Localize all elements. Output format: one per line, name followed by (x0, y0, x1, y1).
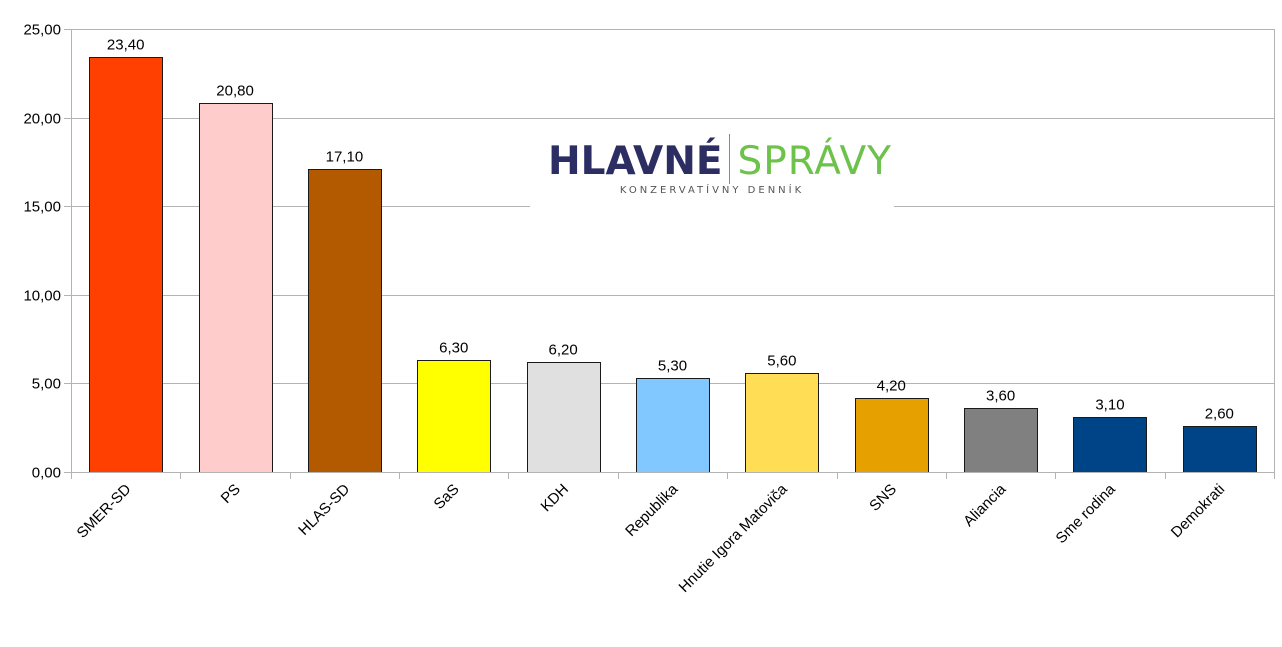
x-tick-label: PS (218, 481, 244, 507)
y-tick-label: 5,00 (32, 376, 61, 393)
x-tick-label: Republika (622, 480, 682, 540)
bar-value-label: 20,80 (216, 83, 254, 100)
bar-value-label: 2,60 (1205, 406, 1234, 423)
value-labels: 23,40 20,80 17,10 6,30 6,20 5,30 5,60 4,20 3,60 3… (107, 37, 1234, 423)
bar (1073, 417, 1147, 473)
hlavne-spravy-logo: HLAVNÉ SPRÁVY KONZERVATÍVNY DENNÍK (530, 122, 894, 208)
bar-value-label: 4,20 (877, 378, 906, 395)
bar-value-label: 6,20 (549, 342, 578, 359)
bars (89, 57, 1257, 473)
bar (527, 362, 601, 473)
bar-value-label: 17,10 (326, 149, 364, 166)
bar (1183, 426, 1257, 473)
logo-tagline: KONZERVATÍVNY DENNÍK (619, 185, 805, 196)
y-tick-label: 10,00 (23, 288, 61, 305)
bar-value-label: 23,40 (107, 37, 145, 54)
bar (636, 378, 710, 473)
bar-value-label: 3,60 (986, 388, 1015, 405)
y-tick-label: 20,00 (23, 111, 61, 128)
logo-left-text: HLAVNÉ (548, 139, 723, 184)
bar (417, 360, 491, 473)
bar (745, 373, 819, 473)
bar (964, 408, 1038, 473)
x-tick-label: Sme rodina (1053, 480, 1120, 547)
logo-right-text: SPRÁVY (737, 139, 892, 184)
y-tick-label: 0,00 (32, 465, 61, 482)
x-tick-label: Hnutie Igora Matoviča (675, 480, 791, 596)
x-tick-label: SMER-SD (74, 481, 135, 542)
x-tick-label: SNS (866, 481, 900, 515)
x-tick-label: KDH (538, 481, 572, 515)
bar (199, 103, 273, 473)
bar-value-label: 5,60 (767, 353, 796, 370)
bar (89, 57, 163, 473)
y-axis: 0,00 5,00 10,00 15,00 20,00 25,00 (23, 22, 72, 482)
x-tick-label: SaS (431, 481, 463, 513)
logo-divider (728, 134, 730, 184)
bar (855, 398, 929, 473)
bar (308, 169, 382, 473)
x-tick-label: HLAS-SD (295, 481, 353, 539)
bar-value-label: 3,10 (1095, 397, 1124, 414)
y-tick-label: 25,00 (23, 22, 61, 39)
bar-value-label: 6,30 (439, 340, 468, 357)
bar-value-label: 5,30 (658, 358, 687, 375)
x-tick-label: Demokrati (1168, 481, 1228, 541)
x-tick-label: Aliancia (960, 480, 1010, 530)
y-tick-label: 15,00 (23, 199, 61, 216)
